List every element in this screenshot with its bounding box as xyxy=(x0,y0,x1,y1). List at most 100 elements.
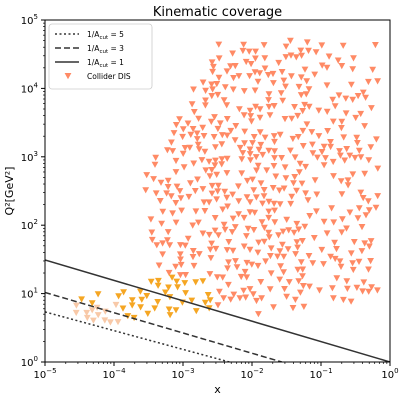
collider-dis-marker xyxy=(265,147,273,154)
collider-dis-marker xyxy=(177,272,184,279)
collider-dis-marker xyxy=(184,235,192,242)
collider-dis-marker xyxy=(216,288,223,295)
collider-dis-marker xyxy=(338,118,346,125)
collider-dis-marker xyxy=(211,227,219,234)
collider-dis-marker xyxy=(219,206,227,213)
collider-dis-marker xyxy=(195,251,203,258)
collider-dis-marker xyxy=(218,156,226,163)
collider-dis-marker xyxy=(159,251,166,258)
collider-dis-marker xyxy=(311,177,319,184)
collider-dis-marker xyxy=(336,148,343,155)
collider-dis-marker xyxy=(170,130,178,137)
collider-dis-marker xyxy=(256,129,264,136)
collider-dis-marker xyxy=(195,219,202,226)
collider-dis-marker xyxy=(361,240,369,247)
collider-dis-marker xyxy=(355,147,363,154)
collider-dis-marker xyxy=(239,47,247,55)
collider-dis-marker xyxy=(316,287,323,294)
collider-dis-marker xyxy=(265,229,272,236)
collider-dis-marker xyxy=(297,92,305,99)
collider-dis-marker xyxy=(73,302,80,309)
collider-dis-marker xyxy=(354,140,361,147)
legend-item: 1/Acut = 1 xyxy=(55,58,124,69)
collider-dis-marker xyxy=(246,107,254,114)
collider-dis-marker xyxy=(333,246,340,253)
collider-dis-marker xyxy=(346,209,354,216)
collider-dis-marker xyxy=(358,248,366,255)
collider-dis-marker xyxy=(287,200,295,208)
collider-dis-marker xyxy=(367,258,374,265)
collider-dis-marker xyxy=(349,66,357,73)
collider-dis-marker xyxy=(208,93,216,100)
collider-dis-marker xyxy=(253,167,260,174)
collider-dis-marker xyxy=(348,81,355,88)
collider-dis-marker xyxy=(200,199,208,206)
collider-dis-marker xyxy=(189,126,197,133)
collider-dis-marker xyxy=(247,157,254,164)
collider-dis-marker xyxy=(229,50,236,57)
collider-dis-marker xyxy=(303,39,311,46)
collider-dis-marker xyxy=(369,66,377,73)
collider-dis-marker xyxy=(214,188,222,195)
collider-dis-marker xyxy=(179,150,187,157)
collider-dis-marker xyxy=(303,78,311,85)
collider-dis-marker xyxy=(293,187,300,194)
plot-frame xyxy=(44,19,391,363)
collider-dis-marker xyxy=(202,87,209,94)
collider-dis-marker xyxy=(221,188,229,195)
collider-dis-marker xyxy=(365,266,372,273)
collider-dis-marker xyxy=(88,307,96,314)
collider-dis-marker xyxy=(199,186,207,193)
collider-dis-marker xyxy=(250,187,258,194)
collider-dis-marker xyxy=(352,114,360,122)
collider-dis-marker xyxy=(331,239,338,246)
x-axis: 10−5 10−4 10−3 10−2 10−1 100 xyxy=(33,362,399,381)
collider-dis-marker xyxy=(365,288,373,295)
collider-dis-marker xyxy=(294,266,302,273)
collider-dis-marker xyxy=(278,155,285,162)
collider-dis-marker xyxy=(329,158,337,166)
legend-item: 1/Acut = 3 xyxy=(55,44,124,55)
collider-dis-marker xyxy=(220,97,228,104)
collider-dis-marker xyxy=(323,108,331,115)
collider-dis-marker xyxy=(288,193,296,200)
collider-dis-marker xyxy=(190,262,198,270)
collider-dis-marker xyxy=(259,151,267,159)
x-tick-label: 10−4 xyxy=(102,367,126,381)
collider-dis-marker xyxy=(311,71,319,78)
collider-dis-marker xyxy=(195,146,203,153)
collider-dis-marker xyxy=(148,236,156,244)
collider-dis-marker xyxy=(334,57,342,64)
collider-dis-marker xyxy=(166,242,174,249)
collider-dis-marker xyxy=(255,239,262,246)
collider-dis-marker xyxy=(184,120,192,127)
collider-dis-marker xyxy=(241,140,248,147)
collider-dis-marker xyxy=(276,248,284,255)
collider-dis-marker xyxy=(213,274,221,281)
collider-dis-marker xyxy=(231,63,239,70)
collider-dis-marker xyxy=(194,176,201,183)
collider-dis-marker xyxy=(115,293,122,300)
collider-dis-marker xyxy=(327,253,334,260)
collider-dis-marker xyxy=(284,246,292,253)
collider-dis-marker xyxy=(279,228,287,235)
collider-dis-marker xyxy=(138,296,146,303)
collider-dis-marker xyxy=(297,289,304,296)
collider-dis-marker xyxy=(330,295,337,302)
collider-dis-marker xyxy=(211,114,218,121)
collider-dis-marker xyxy=(164,147,171,154)
collider-dis-marker xyxy=(357,110,365,118)
collider-dis-marker xyxy=(243,259,251,267)
collider-dis-marker xyxy=(212,245,220,253)
collider-dis-marker xyxy=(299,273,306,280)
collider-dis-marker xyxy=(246,209,254,216)
collider-dis-marker xyxy=(309,260,317,267)
collider-dis-marker xyxy=(227,296,235,303)
collider-dis-marker xyxy=(88,300,96,307)
y-axis: 100 101 102 103 104 105 xyxy=(21,13,45,369)
collider-dis-marker xyxy=(254,262,262,270)
collider-dis-marker xyxy=(164,237,171,244)
collider-dis-marker xyxy=(227,63,234,70)
collider-dis-marker xyxy=(164,184,172,191)
collider-dis-marker xyxy=(172,200,180,207)
